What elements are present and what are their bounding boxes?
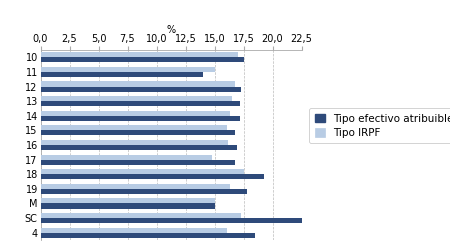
Bar xyxy=(40,67,215,72)
Bar xyxy=(40,233,255,238)
Bar xyxy=(40,169,243,174)
Bar xyxy=(40,189,247,194)
Bar xyxy=(40,184,230,189)
Bar xyxy=(40,160,235,165)
Bar xyxy=(40,111,230,116)
Bar xyxy=(40,140,229,145)
Legend: Tipo efectivo atribuible, Tipo IRPF: Tipo efectivo atribuible, Tipo IRPF xyxy=(309,108,450,143)
Bar xyxy=(40,116,240,121)
Bar xyxy=(40,145,237,150)
Bar xyxy=(40,52,238,57)
Bar xyxy=(40,101,240,106)
Bar xyxy=(40,198,215,203)
Bar xyxy=(40,72,203,77)
Bar xyxy=(40,125,227,130)
Bar xyxy=(40,57,243,62)
Bar xyxy=(40,96,232,101)
Bar xyxy=(40,154,212,160)
Bar xyxy=(40,86,241,92)
Bar xyxy=(40,218,302,223)
Bar xyxy=(40,174,265,179)
Bar xyxy=(40,130,235,136)
Bar xyxy=(40,228,227,233)
X-axis label: %: % xyxy=(166,25,176,35)
Bar xyxy=(40,82,235,86)
Bar xyxy=(40,213,241,218)
Bar xyxy=(40,204,215,208)
